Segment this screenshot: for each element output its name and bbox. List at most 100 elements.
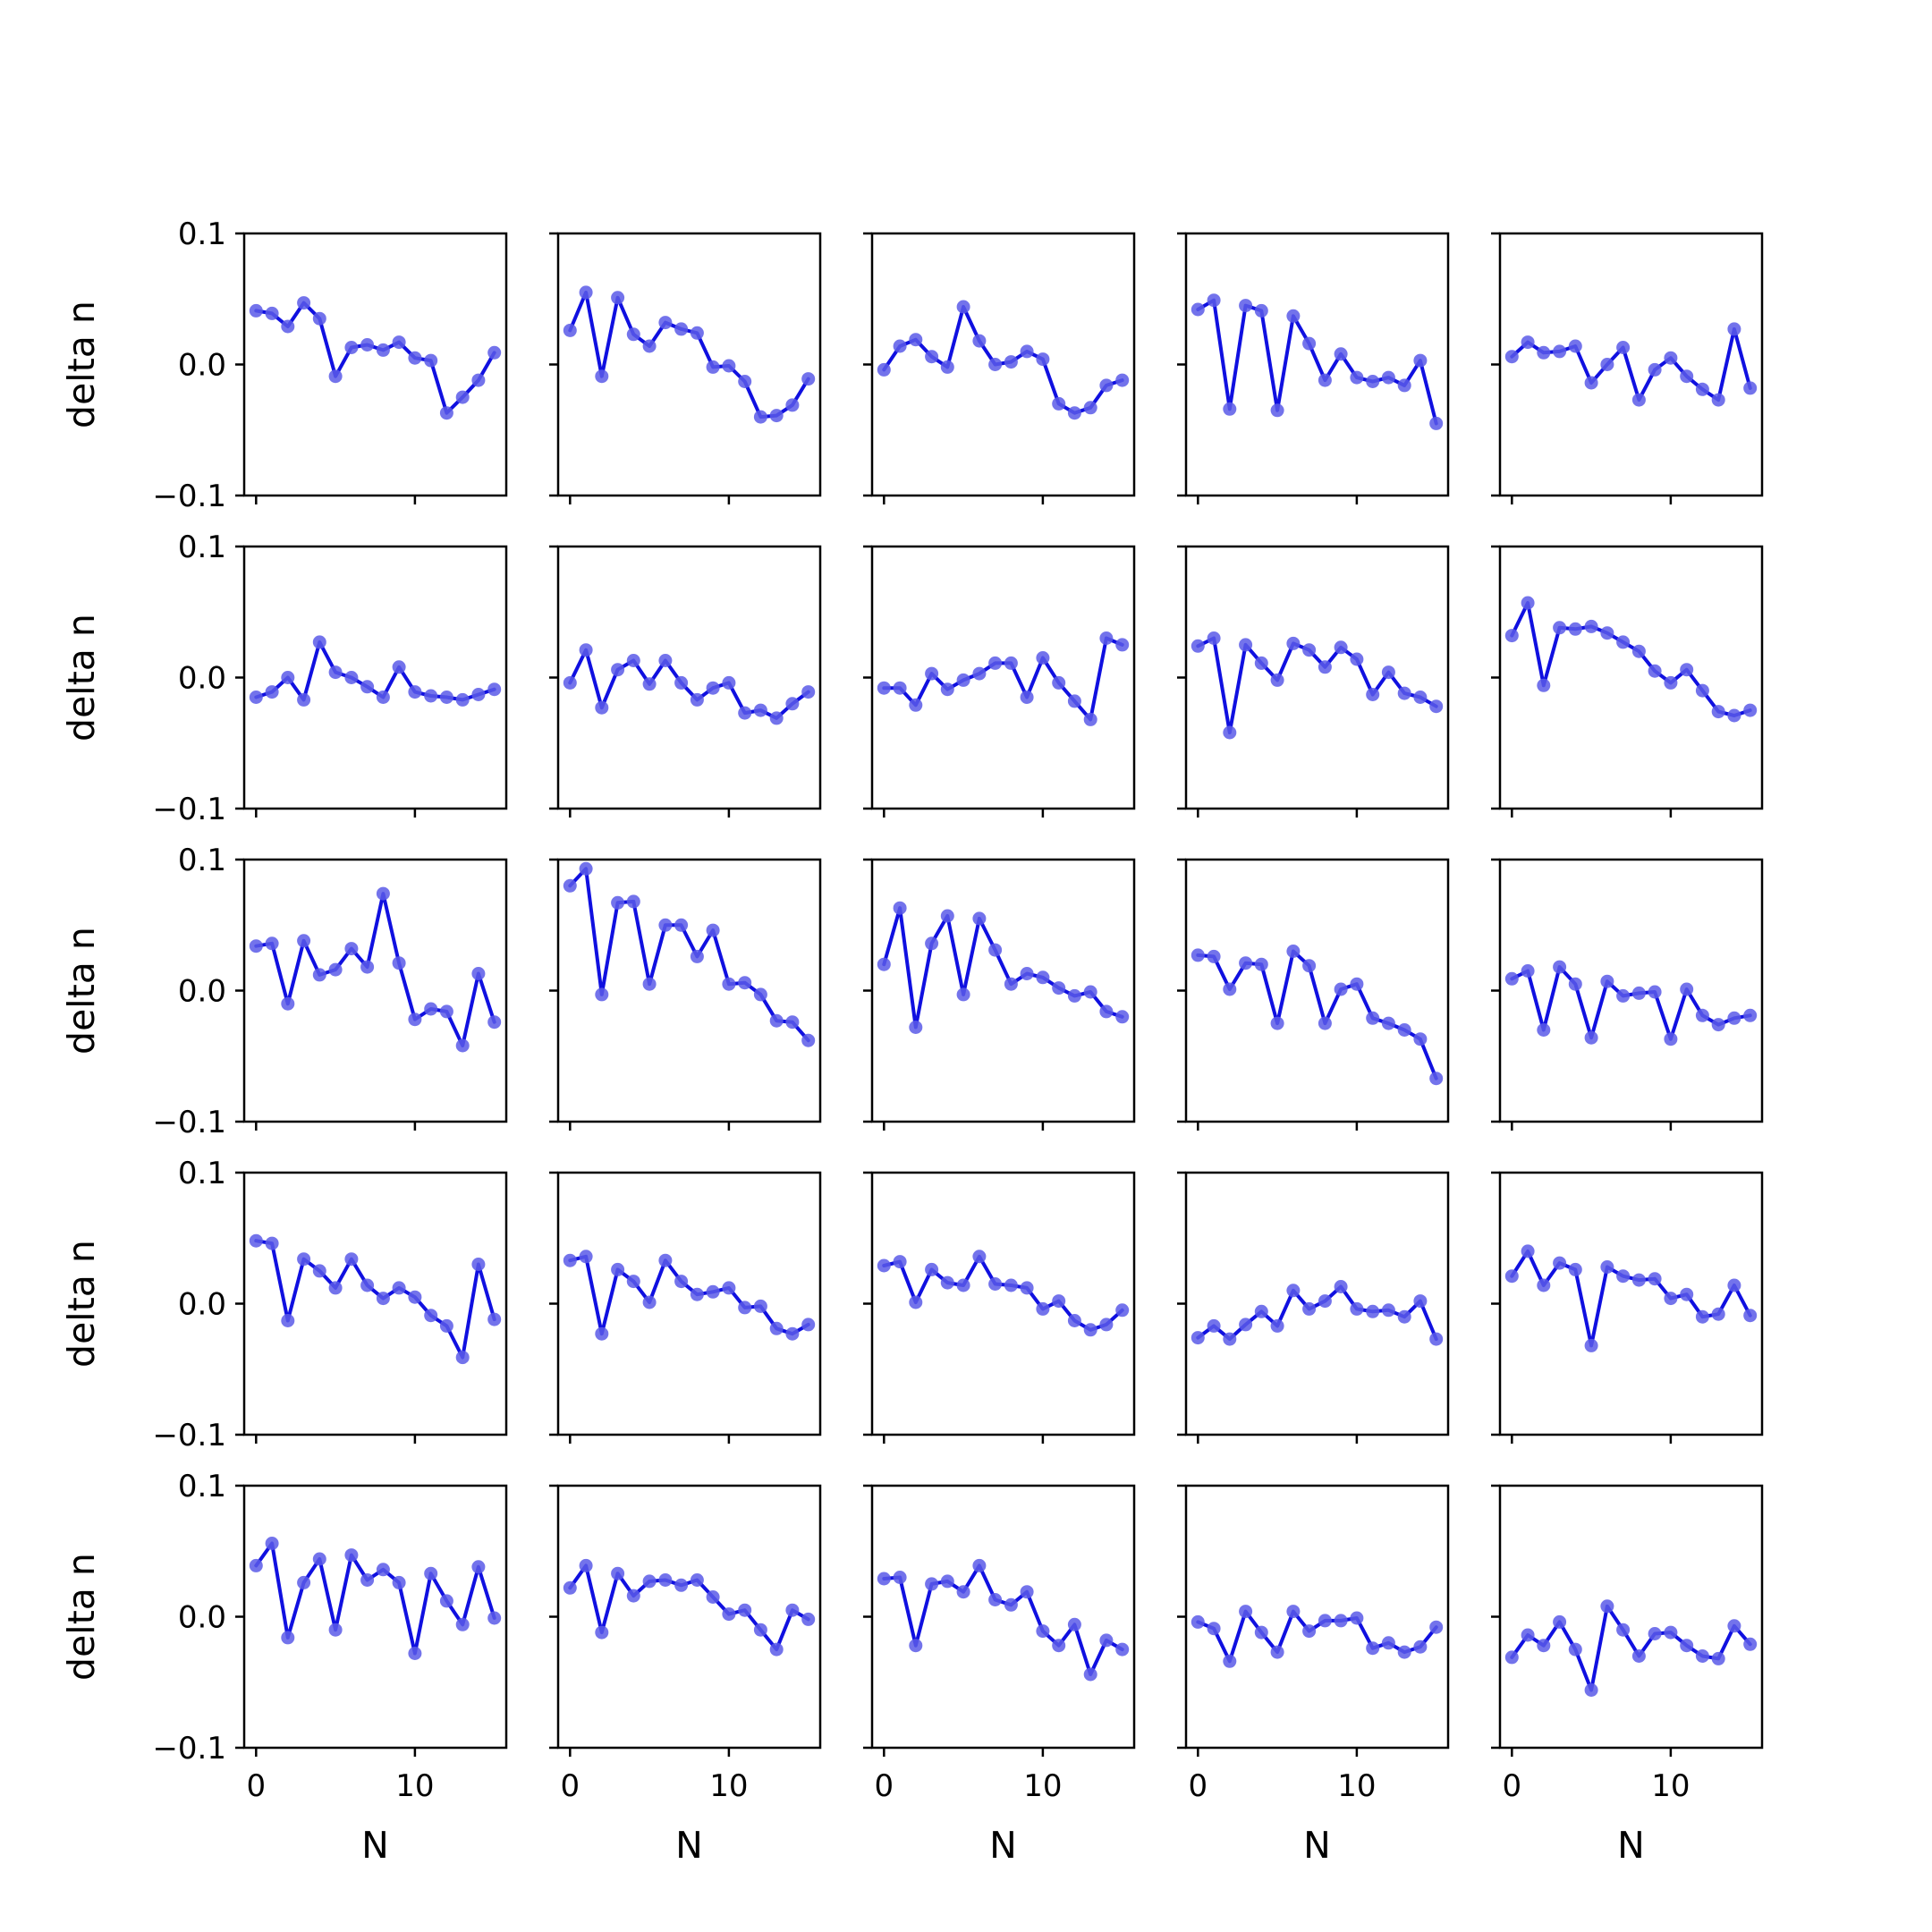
data-point [722, 1281, 736, 1295]
x-tick-label: 10 [1337, 1768, 1376, 1804]
data-point [706, 681, 720, 695]
data-point [563, 1253, 577, 1267]
data-point [1397, 1309, 1411, 1324]
data-point [893, 339, 907, 353]
subplot-r1-c4 [1177, 232, 1450, 504]
data-point [988, 656, 1003, 670]
data-point [360, 1278, 375, 1292]
data-point [1207, 631, 1221, 645]
data-point [1537, 678, 1551, 692]
data-point [1504, 350, 1519, 364]
data-point [785, 398, 800, 412]
data-point [1616, 1623, 1631, 1637]
data-point [360, 960, 375, 974]
data-point [753, 410, 767, 424]
y-tick-label: 0.1 [178, 530, 226, 565]
data-point [1504, 1269, 1519, 1284]
data-point [1115, 1303, 1130, 1318]
data-point [312, 968, 326, 982]
series-line [1196, 949, 1438, 1080]
data-point [1727, 1619, 1741, 1633]
data-point [801, 1033, 816, 1047]
data-point [972, 666, 987, 681]
x-tick-label: 10 [1651, 1768, 1690, 1804]
data-point [1350, 370, 1364, 385]
data-point [312, 311, 326, 326]
data-point [626, 894, 640, 909]
data-point [328, 962, 343, 977]
data-point [579, 861, 593, 876]
y-tick-label: 0.0 [178, 1600, 226, 1636]
data-point [1254, 1304, 1268, 1318]
data-point [626, 1275, 640, 1289]
data-point [1366, 688, 1380, 701]
data-point [1631, 1649, 1646, 1663]
data-point [1743, 1637, 1758, 1651]
data-point [392, 956, 406, 970]
subplot-r4-c4 [1177, 1171, 1450, 1444]
data-point [1553, 1614, 1567, 1629]
data-point [1052, 1294, 1066, 1309]
data-point [1366, 1304, 1380, 1318]
data-point [690, 1573, 704, 1587]
subplot-r2-c4 [1177, 545, 1450, 818]
series-line [882, 1254, 1124, 1332]
data-point [1270, 403, 1284, 418]
data-point [1695, 1008, 1709, 1022]
data-point [1223, 725, 1237, 740]
data-point [1616, 988, 1631, 1003]
data-point [579, 285, 593, 300]
data-point [1286, 1605, 1301, 1619]
data-point [706, 360, 720, 374]
data-point [1254, 656, 1268, 670]
data-point [785, 1603, 800, 1617]
subplot-r5-c4: 0 10N [1177, 1484, 1450, 1867]
y-axis-label: delta n [60, 1553, 103, 1681]
data-point [1052, 396, 1066, 411]
data-point [1115, 1010, 1130, 1024]
data-point [1381, 1303, 1395, 1318]
data-point [1680, 369, 1694, 384]
x-axis-label: N [675, 1824, 703, 1867]
data-point [1366, 1011, 1380, 1025]
data-point [1318, 1016, 1332, 1030]
data-point [940, 1275, 954, 1290]
data-point [471, 373, 486, 387]
data-point [658, 316, 673, 330]
data-point [1631, 986, 1646, 1000]
series-line [568, 648, 810, 720]
data-point [487, 1312, 502, 1326]
data-point [1318, 373, 1332, 387]
data-point [471, 1560, 486, 1574]
data-point [455, 390, 470, 404]
subplot-r3-c1: −0.1 0.0 0.1 delta n [60, 843, 508, 1140]
data-point [1631, 1273, 1646, 1287]
data-point [1020, 691, 1034, 704]
data-point [1239, 299, 1253, 313]
data-point [1664, 1625, 1678, 1640]
data-point [642, 1574, 657, 1589]
data-point [893, 1571, 907, 1584]
data-point [424, 353, 438, 368]
data-point [1239, 1605, 1253, 1619]
data-point [1711, 705, 1725, 719]
data-point [1504, 971, 1519, 986]
data-point [877, 681, 891, 695]
data-point [408, 685, 422, 699]
y-tick-label: 0.1 [178, 843, 226, 878]
data-point [1648, 362, 1662, 377]
data-point [769, 1321, 784, 1335]
data-point [1099, 1318, 1114, 1332]
y-tick-label: −0.1 [152, 479, 226, 514]
data-point [297, 296, 311, 310]
data-point [956, 300, 970, 314]
data-point [1631, 393, 1646, 407]
y-tick-label: 0.0 [178, 974, 226, 1010]
data-point [1727, 1011, 1741, 1025]
data-point [1680, 663, 1694, 677]
data-point [1115, 373, 1130, 387]
data-point [1052, 981, 1066, 996]
data-point [1413, 353, 1428, 368]
data-point [1223, 982, 1237, 996]
data-point [940, 682, 954, 697]
